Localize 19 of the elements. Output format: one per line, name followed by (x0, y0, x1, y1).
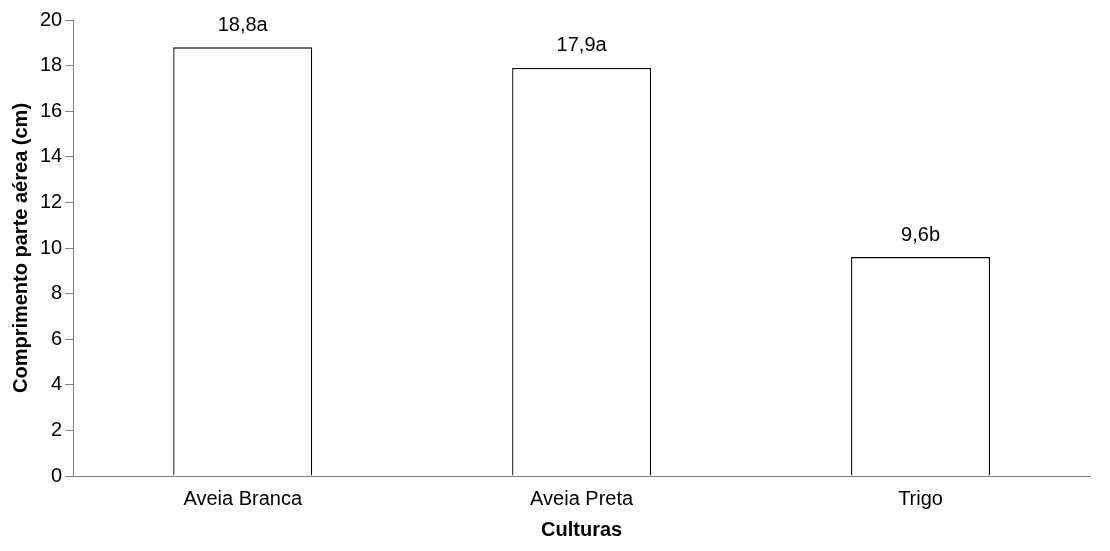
y-tick-label: 10 (40, 235, 63, 258)
y-axis-title: Comprimento parte aérea (cm) (8, 102, 31, 394)
data-label: 17,9a (556, 33, 608, 56)
y-tick-label: 14 (40, 144, 63, 167)
x-tick-label: Aveia Branca (183, 486, 303, 509)
y-tick-label: 6 (51, 326, 63, 349)
y-tick-label: 8 (51, 281, 63, 304)
data-label: 18,8a (217, 12, 269, 35)
y-tick-label: 16 (40, 98, 63, 121)
y-tick-label: 4 (51, 372, 63, 395)
y-tick-label: 12 (40, 189, 63, 212)
y-tick-label: 18 (40, 53, 63, 76)
x-axis-title: Culturas (541, 517, 623, 540)
x-tick-label: Aveia Preta (530, 486, 635, 509)
y-tick-label: 20 (40, 7, 63, 30)
y-tick-label: 0 (51, 463, 63, 486)
data-label: 9,6b (901, 222, 941, 245)
y-tick-label: 2 (51, 417, 63, 440)
x-tick-label: Trigo (898, 486, 943, 509)
